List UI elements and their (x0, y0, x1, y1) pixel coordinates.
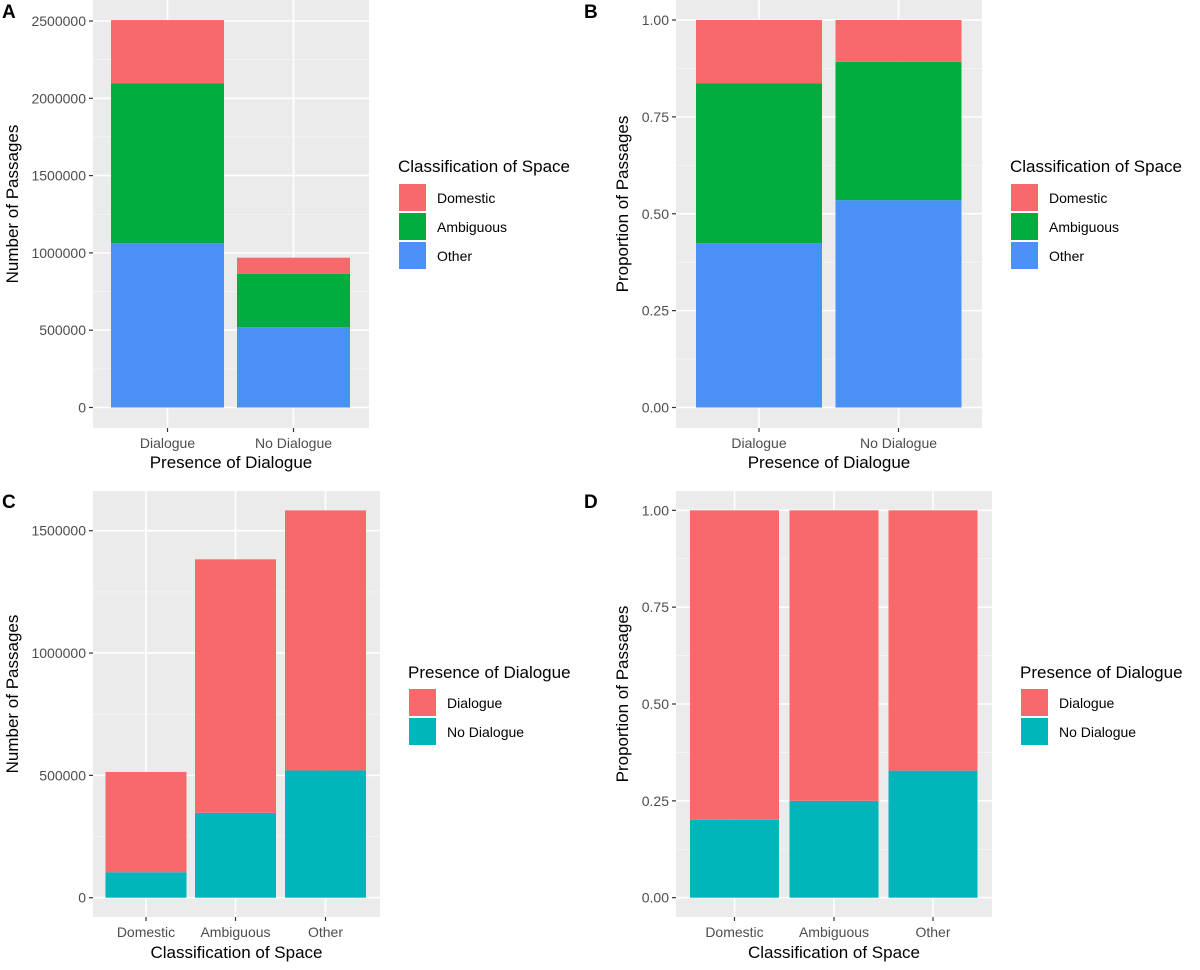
panel-a: A 0 500000 1000000 1500000 2000000 2500000 Dial… (2, 0, 570, 472)
panel-label: C (2, 492, 16, 513)
y-tick-label: 1.00 (642, 502, 669, 518)
legend: Presence of Dialogue Dialogue No Dialogue (1020, 663, 1183, 745)
bar-dialogue-domestic (111, 20, 224, 84)
y-tick-label: 500000 (39, 322, 86, 338)
bar-other-dialogue (888, 510, 978, 771)
legend-key-domestic (399, 184, 426, 211)
bar-ambiguous-no-dialogue (789, 800, 879, 898)
legend-label: No Dialogue (1059, 724, 1136, 740)
y-tick-label: 500000 (39, 767, 86, 783)
bar-dialogue-domestic (696, 20, 822, 84)
bar-other-no-dialogue (888, 770, 978, 898)
bar-no-dialogue-other (835, 200, 962, 408)
legend-label: Other (437, 248, 472, 264)
legend-key-ambiguous (1011, 213, 1038, 240)
y-tick-label: 0.75 (642, 599, 669, 615)
bar-no-dialogue-ambiguous (237, 273, 350, 328)
panel-c: C 0 500000 1000000 1500000 Domestic Ambiguous O… (2, 491, 571, 962)
y-tick-label: 1000000 (31, 645, 86, 661)
x-axis-title: Presence of Dialogue (748, 453, 911, 472)
y-axis-title: Number of Passages (3, 125, 22, 284)
bar-domestic-no-dialogue (105, 872, 187, 898)
bar-dialogue-other (111, 243, 224, 408)
bar-no-dialogue-domestic (237, 257, 350, 274)
y-tick-label: 1.00 (642, 12, 669, 28)
legend-label: Domestic (437, 190, 495, 206)
legend-title: Classification of Space (398, 157, 570, 176)
y-tick-label: 0.00 (642, 890, 669, 906)
legend-title: Presence of Dialogue (408, 663, 571, 682)
bar-no-dialogue-other (237, 327, 350, 408)
legend-label: Ambiguous (1049, 219, 1119, 235)
bar-ambiguous-dialogue (195, 559, 276, 813)
legend-label: Domestic (1049, 190, 1107, 206)
y-tick-label: 0.50 (642, 206, 669, 222)
x-tick-label: Dialogue (140, 435, 195, 451)
y-tick-label: 0 (78, 400, 86, 416)
y-tick-label: 2000000 (31, 90, 86, 106)
legend-key-no-dialogue (409, 718, 436, 745)
legend-label: No Dialogue (447, 724, 524, 740)
bar-domestic-no-dialogue (690, 819, 779, 898)
legend-title: Presence of Dialogue (1020, 663, 1183, 682)
y-axis-title: Proportion of Passages (613, 606, 632, 783)
x-tick-label: Other (308, 924, 343, 940)
x-tick-label: Dialogue (731, 435, 786, 451)
legend-key-ambiguous (399, 213, 426, 240)
legend-key-domestic (1011, 184, 1038, 211)
x-tick-label: Ambiguous (200, 924, 270, 940)
legend-title: Classification of Space (1010, 157, 1182, 176)
y-tick-label: 1500000 (31, 168, 86, 184)
x-tick-label: No Dialogue (860, 435, 937, 451)
panel-b: B 0.00 0.25 0.50 0.75 1.00 Dialogue No Dialogue… (584, 0, 1182, 472)
legend: Presence of Dialogue Dialogue No Dialogue (408, 663, 571, 745)
bar-ambiguous-dialogue (789, 510, 879, 801)
y-tick-label: 0.50 (642, 696, 669, 712)
x-tick-label: Other (915, 924, 950, 940)
x-axis-title: Classification of Space (748, 943, 920, 962)
legend-key-other (399, 242, 426, 269)
y-tick-label: 0.25 (642, 793, 669, 809)
y-tick-label: 0.00 (642, 400, 669, 416)
bar-domestic-dialogue (690, 510, 779, 820)
legend: Classification of Space Domestic Ambiguous… (398, 157, 570, 269)
x-axis-title: Classification of Space (151, 943, 323, 962)
x-axis-title: Presence of Dialogue (150, 453, 313, 472)
y-tick-label: 0.25 (642, 303, 669, 319)
bar-no-dialogue-domestic (835, 20, 962, 62)
legend-label: Dialogue (447, 695, 502, 711)
panel-label: B (584, 2, 598, 23)
bar-other-dialogue (285, 510, 366, 771)
x-tick-label: Ambiguous (799, 924, 869, 940)
y-tick-label: 1000000 (31, 245, 86, 261)
bar-no-dialogue-ambiguous (835, 61, 962, 201)
bar-dialogue-ambiguous (696, 83, 822, 244)
legend-key-dialogue (409, 689, 436, 716)
bar-dialogue-ambiguous (111, 83, 224, 244)
bar-dialogue-other (696, 243, 822, 408)
bar-ambiguous-no-dialogue (195, 812, 276, 898)
y-tick-label: 2500000 (31, 13, 86, 29)
panel-label: A (2, 2, 16, 23)
y-axis-title: Number of Passages (3, 615, 22, 774)
legend-key-dialogue (1021, 689, 1048, 716)
panel-label: D (584, 492, 598, 513)
x-tick-label: Domestic (705, 924, 763, 940)
x-tick-label: No Dialogue (255, 435, 332, 451)
legend: Classification of Space Domestic Ambiguous… (1010, 157, 1182, 269)
legend-key-no-dialogue (1021, 718, 1048, 745)
y-tick-label: 0 (78, 890, 86, 906)
legend-label: Dialogue (1059, 695, 1114, 711)
legend-label: Other (1049, 248, 1084, 264)
y-tick-label: 1500000 (31, 523, 86, 539)
y-axis-title: Proportion of Passages (613, 116, 632, 293)
legend-key-other (1011, 242, 1038, 269)
x-tick-label: Domestic (117, 924, 175, 940)
legend-label: Ambiguous (437, 219, 507, 235)
bar-domestic-dialogue (105, 771, 187, 873)
panel-d: D 0.00 0.25 0.50 0.75 1.00 Domestic Ambiguous Ot… (584, 491, 1183, 962)
y-tick-label: 0.75 (642, 109, 669, 125)
bar-other-no-dialogue (285, 770, 366, 898)
